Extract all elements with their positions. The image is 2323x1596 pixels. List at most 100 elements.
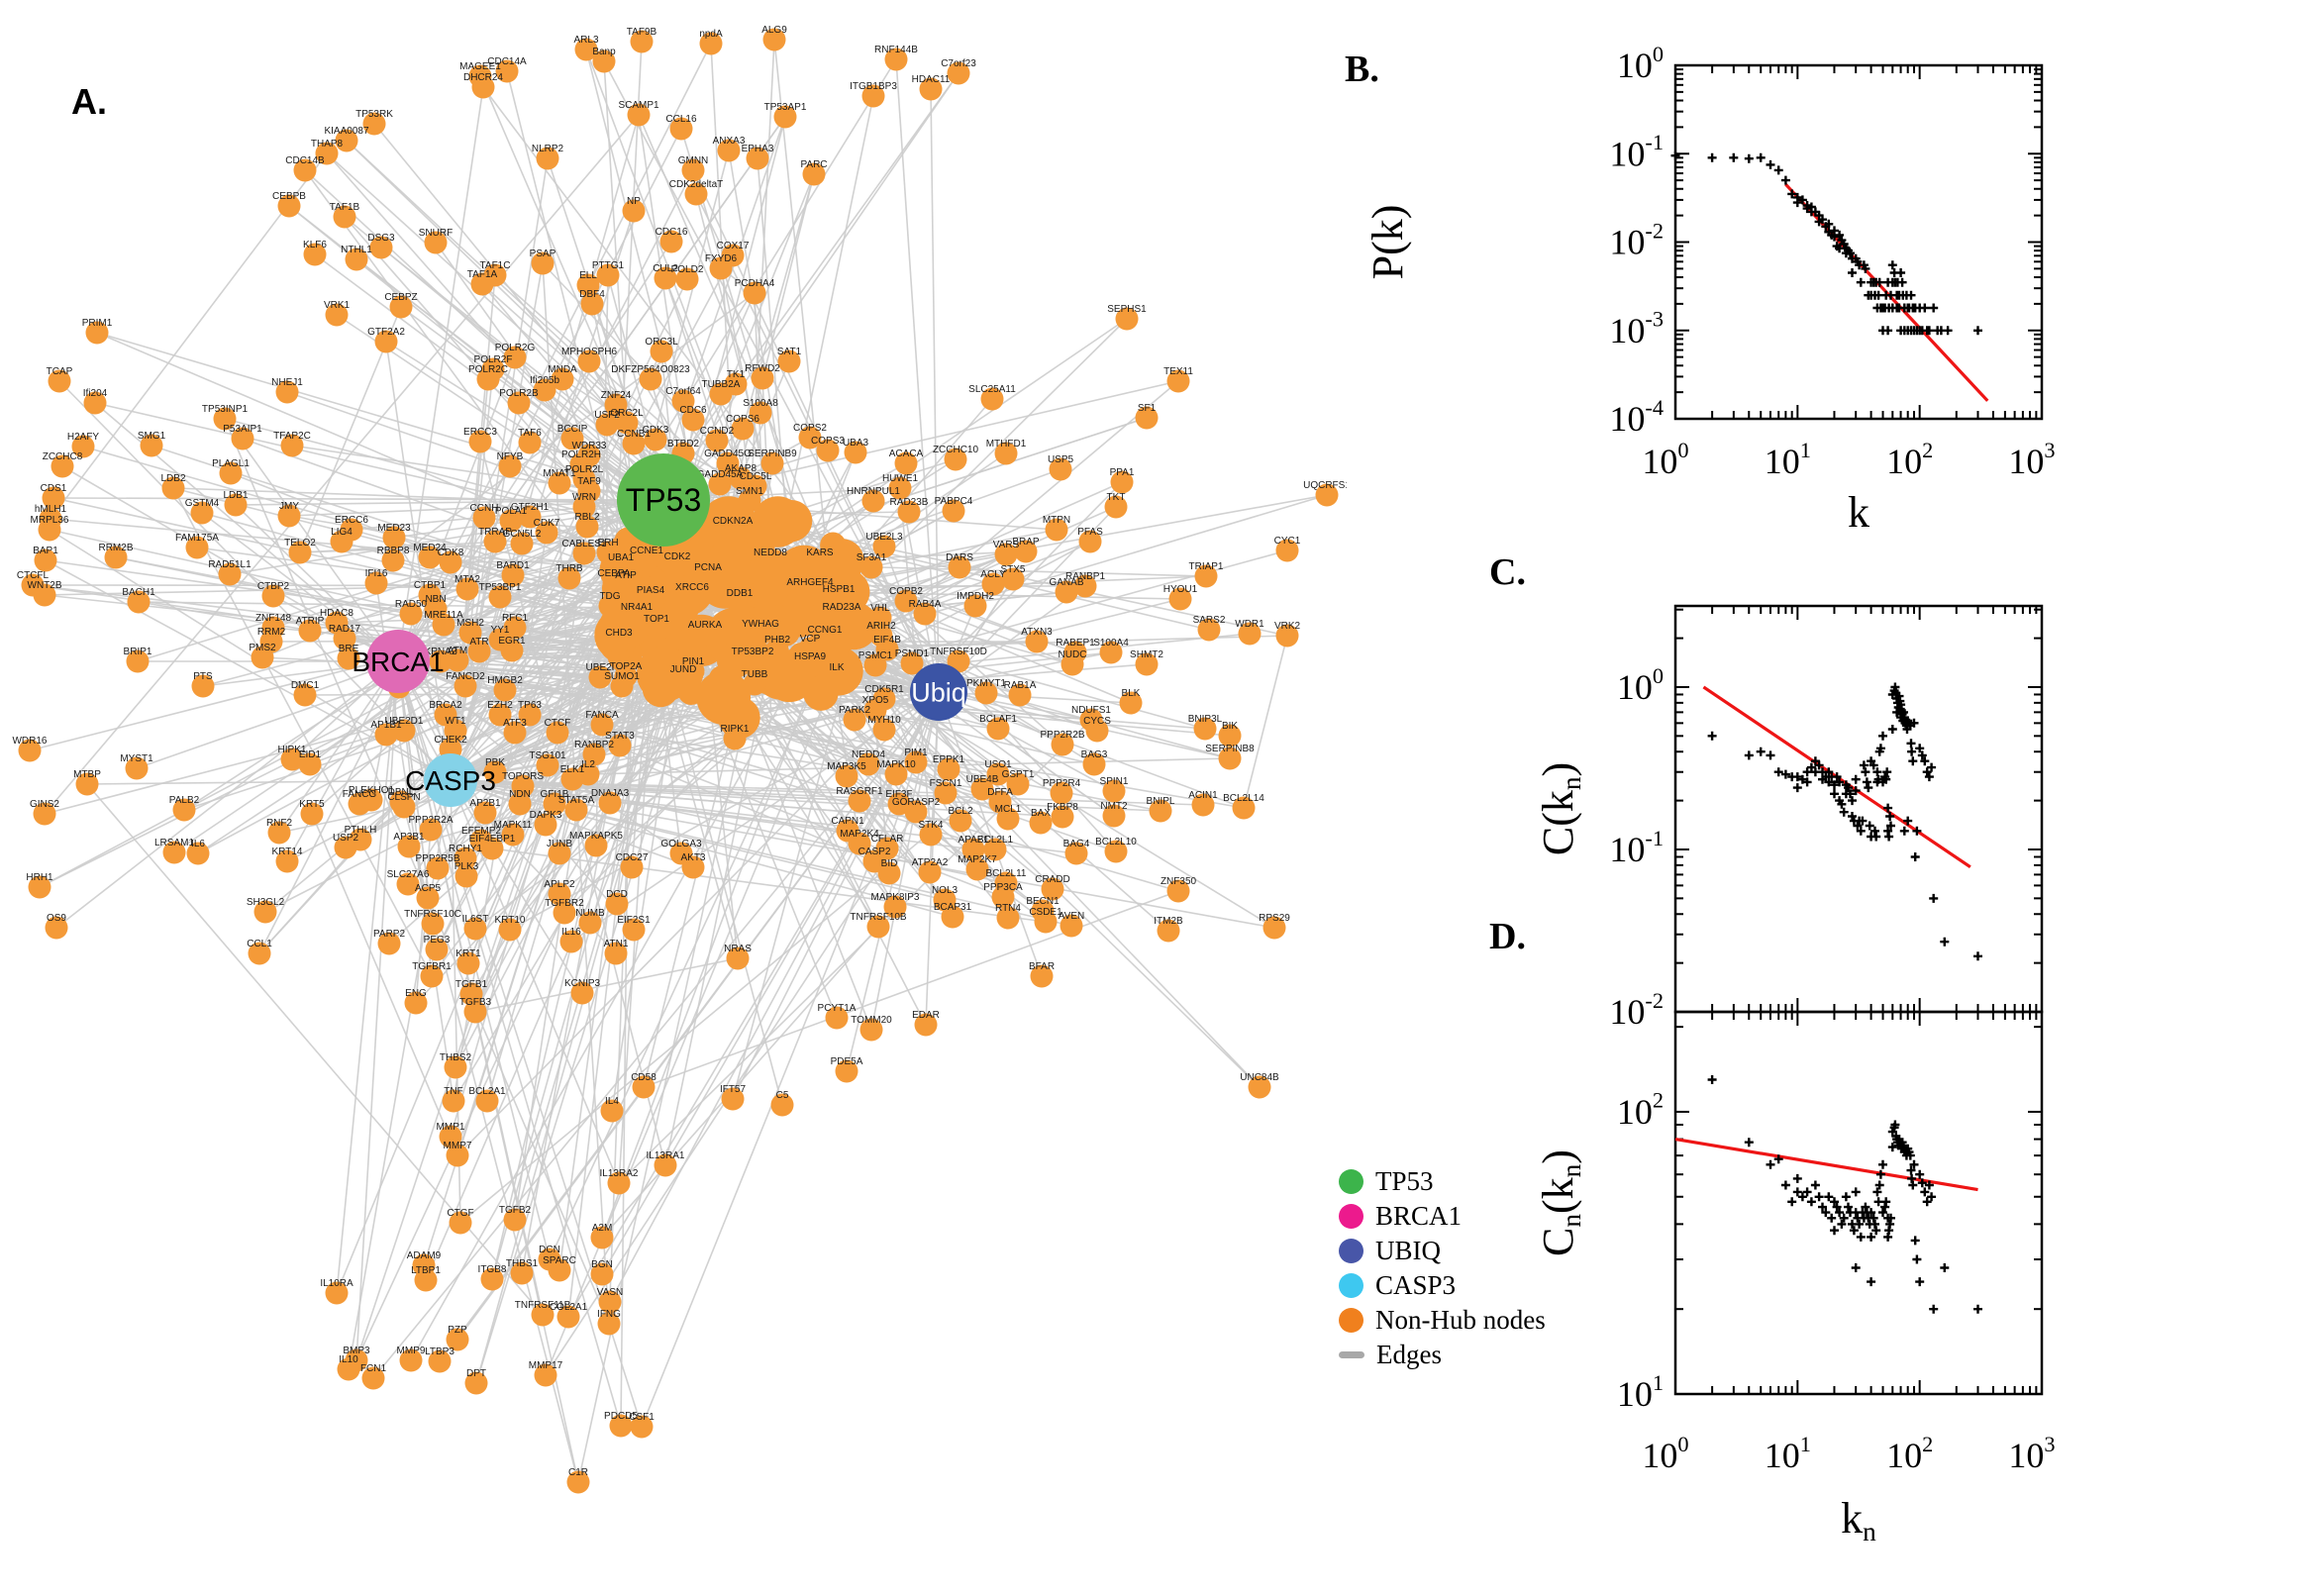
- network-node: [859, 1018, 883, 1042]
- network-node: [1149, 799, 1172, 823]
- network-node: [1041, 877, 1064, 901]
- chart-D: 102 101 100 101 102 103 kn Cn(kn): [1534, 1010, 2056, 1546]
- network-node: [615, 411, 639, 435]
- network-node-label: CABLES1: [561, 539, 606, 549]
- network-node-label: TNFRSF11B: [515, 1300, 571, 1311]
- network-node-label: SAT1: [777, 347, 802, 357]
- network-node-label: HIPK1: [278, 745, 307, 755]
- network-node: [382, 526, 406, 549]
- tick-label: 103: [2008, 1432, 2055, 1475]
- network-node: [104, 546, 128, 569]
- panel-label-c: C.: [1489, 551, 1526, 593]
- network-node-label: TOPORS: [502, 771, 544, 782]
- network-node: [399, 602, 423, 626]
- network-node: [1194, 564, 1218, 588]
- network-node-label: FAM175A: [175, 533, 219, 544]
- network-node: [825, 665, 849, 689]
- network-node-label: KPNA2: [425, 647, 457, 657]
- network-node-label: BCL2A1: [468, 1086, 506, 1097]
- network-node: [671, 389, 695, 413]
- network-node: [1193, 717, 1217, 741]
- network-node-label: TNFRSF10B: [850, 912, 907, 923]
- network-node-label: DDB1: [727, 588, 754, 599]
- network-node: [709, 256, 733, 280]
- network-node: [1055, 580, 1078, 604]
- network-node-label: NR4A1: [621, 602, 654, 613]
- network-node-label: USP5: [1048, 454, 1074, 465]
- network-node: [499, 509, 523, 533]
- network-node: [607, 631, 631, 654]
- network-node-label: VHL: [870, 603, 890, 614]
- network-node: [1006, 772, 1030, 796]
- network-node-label: SPIN1: [1100, 776, 1129, 787]
- network-node-label: PALB2: [169, 795, 200, 806]
- network-node: [280, 434, 304, 457]
- network-node-label: MED24: [413, 543, 447, 553]
- network-node: [397, 835, 421, 858]
- network-node-label: IL6: [191, 839, 205, 849]
- network-node: [362, 112, 386, 136]
- network-node: [426, 856, 450, 880]
- network-node: [614, 664, 638, 688]
- network-node: [125, 756, 149, 780]
- network-node: [75, 772, 99, 796]
- network-node: [1275, 624, 1299, 648]
- network-node: [548, 882, 571, 906]
- network-node: [721, 1087, 745, 1111]
- network-node: [574, 38, 598, 61]
- network-node-label: LDB2: [160, 473, 185, 484]
- network-node-label: CTBP1: [414, 580, 447, 591]
- network-node-label: TCAP: [47, 366, 73, 377]
- network-node: [590, 713, 614, 737]
- network-node-label: SMG1: [138, 431, 166, 442]
- network-node: [857, 752, 880, 776]
- network-node-label: CSF1: [629, 1412, 655, 1423]
- network-node: [970, 777, 994, 801]
- network-node: [566, 1470, 590, 1494]
- network-node-label: BGN: [591, 1259, 613, 1270]
- network-node-label: MNDA: [548, 364, 577, 375]
- network-node-label: MRE11A: [424, 610, 463, 621]
- network-node: [556, 1305, 580, 1329]
- network-node: [918, 860, 942, 884]
- network-node: [622, 918, 646, 942]
- network-node-label: CYCS: [1083, 716, 1111, 727]
- network-node-label: HRH1: [26, 872, 53, 883]
- network-node: [942, 499, 965, 523]
- network-node: [1218, 724, 1242, 748]
- network-node-label: AURKA: [688, 620, 723, 631]
- network-node-label: PLEKHO1: [349, 785, 395, 796]
- network-node-label: S100A4: [1093, 638, 1129, 648]
- network-node-label: ANXA3: [713, 136, 746, 147]
- network-node-label: VRK2: [1274, 621, 1301, 632]
- network-node: [578, 911, 602, 935]
- network-node-label: VCP: [800, 634, 821, 645]
- network-node-label: CCND2: [700, 426, 735, 437]
- data-points: [1670, 150, 1982, 336]
- network-node-label: DAPK3: [530, 810, 562, 821]
- network-node: [535, 521, 558, 545]
- legend-label: UBIQ: [1375, 1236, 1441, 1265]
- network-node-label: ACLY: [980, 569, 1006, 580]
- network-node: [404, 991, 428, 1015]
- network-node-label: RFWD2: [745, 363, 780, 374]
- network-node-label: PDCD5: [604, 1411, 638, 1422]
- network-node: [534, 813, 557, 837]
- network-node: [501, 823, 525, 847]
- network-node: [337, 647, 360, 670]
- network-node-label: Banp: [592, 47, 616, 57]
- network-node: [577, 349, 601, 373]
- network-node-label: CSDE1: [1029, 907, 1062, 918]
- network-node: [1102, 779, 1126, 803]
- network-node: [518, 703, 542, 727]
- network-node-label: VASN: [597, 1287, 624, 1298]
- network-node-label: BCLAF1: [979, 714, 1017, 725]
- network-node-label: SNURF: [419, 228, 453, 239]
- network-node-label: TGFB1: [455, 979, 488, 990]
- network-node-label: TGFBR1: [412, 961, 452, 972]
- network-node-label: THBS2: [440, 1052, 472, 1063]
- network-node: [261, 584, 285, 608]
- network-node-label: A2M: [592, 1223, 613, 1234]
- network-node-label: HDAC8: [320, 608, 354, 619]
- network-node: [843, 708, 866, 732]
